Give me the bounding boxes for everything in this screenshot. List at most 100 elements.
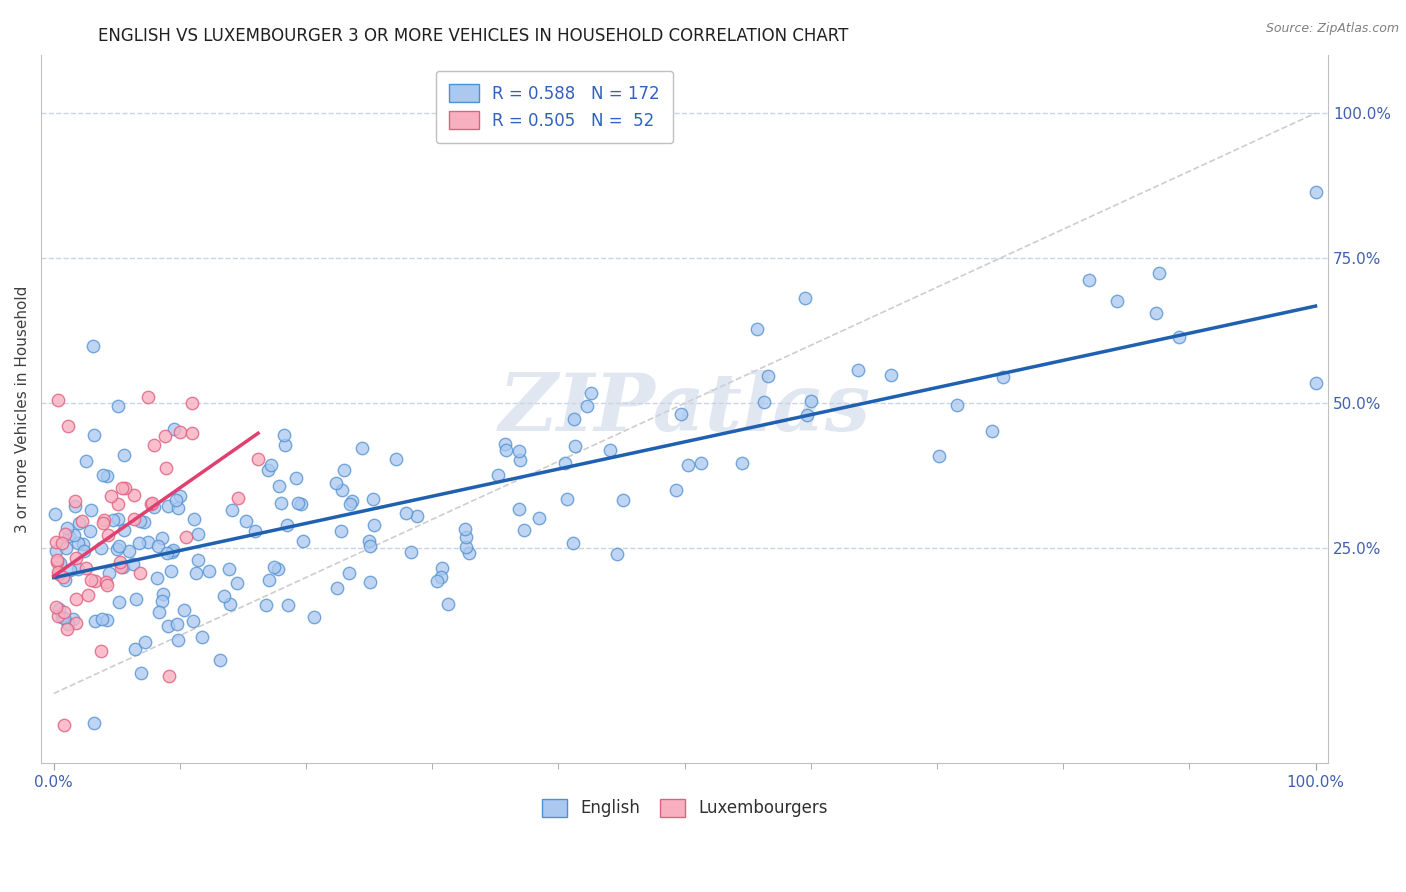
Point	[394, 507, 416, 521]
Point	[198, 564, 221, 578]
Point	[53, 527, 76, 541]
Point	[218, 597, 240, 611]
Point	[56, 418, 79, 433]
Point	[96, 613, 118, 627]
Point	[51, 536, 73, 550]
Point	[166, 500, 188, 515]
Point	[83, 715, 105, 730]
Point	[46, 608, 69, 623]
Point	[527, 511, 550, 525]
Point	[58, 616, 80, 631]
Point	[257, 463, 280, 477]
Point	[44, 507, 66, 521]
Point	[946, 398, 969, 412]
Point	[359, 539, 381, 553]
Point	[326, 581, 349, 595]
Point	[45, 599, 67, 614]
Point	[90, 612, 112, 626]
Point	[486, 467, 509, 482]
Point	[77, 588, 100, 602]
Point	[399, 544, 422, 558]
Point	[145, 572, 167, 586]
Point	[456, 530, 478, 544]
Point	[273, 428, 295, 442]
Point	[114, 481, 136, 495]
Point	[169, 425, 191, 439]
Point	[63, 499, 86, 513]
Point	[575, 399, 598, 413]
Point	[689, 456, 711, 470]
Point	[48, 602, 70, 616]
Point	[108, 595, 131, 609]
Point	[350, 441, 373, 455]
Point	[1168, 330, 1191, 344]
Point	[385, 451, 408, 466]
Point	[513, 523, 536, 537]
Point	[122, 488, 145, 502]
Point	[124, 641, 146, 656]
Point	[579, 385, 602, 400]
Point	[128, 566, 150, 580]
Point	[156, 546, 179, 560]
Point	[83, 614, 105, 628]
Point	[46, 553, 69, 567]
Point	[332, 463, 354, 477]
Point	[100, 489, 122, 503]
Point	[141, 496, 163, 510]
Point	[259, 573, 281, 587]
Point	[79, 503, 101, 517]
Point	[245, 524, 267, 538]
Point	[96, 577, 118, 591]
Point	[363, 517, 385, 532]
Point	[509, 453, 531, 467]
Point	[187, 552, 209, 566]
Point	[58, 529, 80, 543]
Point	[359, 574, 381, 589]
Point	[276, 518, 298, 533]
Point	[110, 560, 132, 574]
Point	[98, 566, 121, 580]
Point	[212, 589, 235, 603]
Point	[187, 527, 209, 541]
Point	[928, 450, 950, 464]
Point	[136, 534, 159, 549]
Point	[277, 599, 299, 613]
Point	[53, 573, 76, 587]
Point	[669, 408, 692, 422]
Point	[508, 444, 530, 458]
Point	[426, 574, 449, 589]
Point	[337, 566, 360, 580]
Text: ENGLISH VS LUXEMBOURGER 3 OR MORE VEHICLES IN HOUSEHOLD CORRELATION CHART: ENGLISH VS LUXEMBOURGER 3 OR MORE VEHICL…	[98, 27, 849, 45]
Point	[259, 458, 281, 472]
Point	[111, 482, 134, 496]
Text: ZIPatlas: ZIPatlas	[499, 370, 870, 448]
Point	[134, 515, 156, 529]
Point	[361, 491, 384, 506]
Point	[339, 498, 361, 512]
Point	[67, 562, 90, 576]
Point	[110, 555, 132, 569]
Point	[75, 453, 97, 467]
Point	[157, 669, 180, 683]
Point	[160, 545, 183, 559]
Point	[90, 541, 112, 555]
Point	[453, 522, 475, 536]
Point	[342, 494, 364, 508]
Point	[676, 458, 699, 472]
Point	[148, 606, 170, 620]
Point	[554, 456, 576, 470]
Point	[218, 562, 240, 576]
Point	[52, 718, 75, 732]
Point	[1144, 306, 1167, 320]
Y-axis label: 3 or more Vehicles in Household: 3 or more Vehicles in Household	[15, 285, 30, 533]
Point	[79, 524, 101, 538]
Point	[562, 536, 585, 550]
Point	[269, 479, 291, 493]
Point	[75, 560, 97, 574]
Point	[101, 512, 124, 526]
Point	[49, 556, 72, 570]
Point	[105, 542, 128, 557]
Point	[430, 561, 453, 575]
Point	[225, 576, 247, 591]
Point	[108, 539, 131, 553]
